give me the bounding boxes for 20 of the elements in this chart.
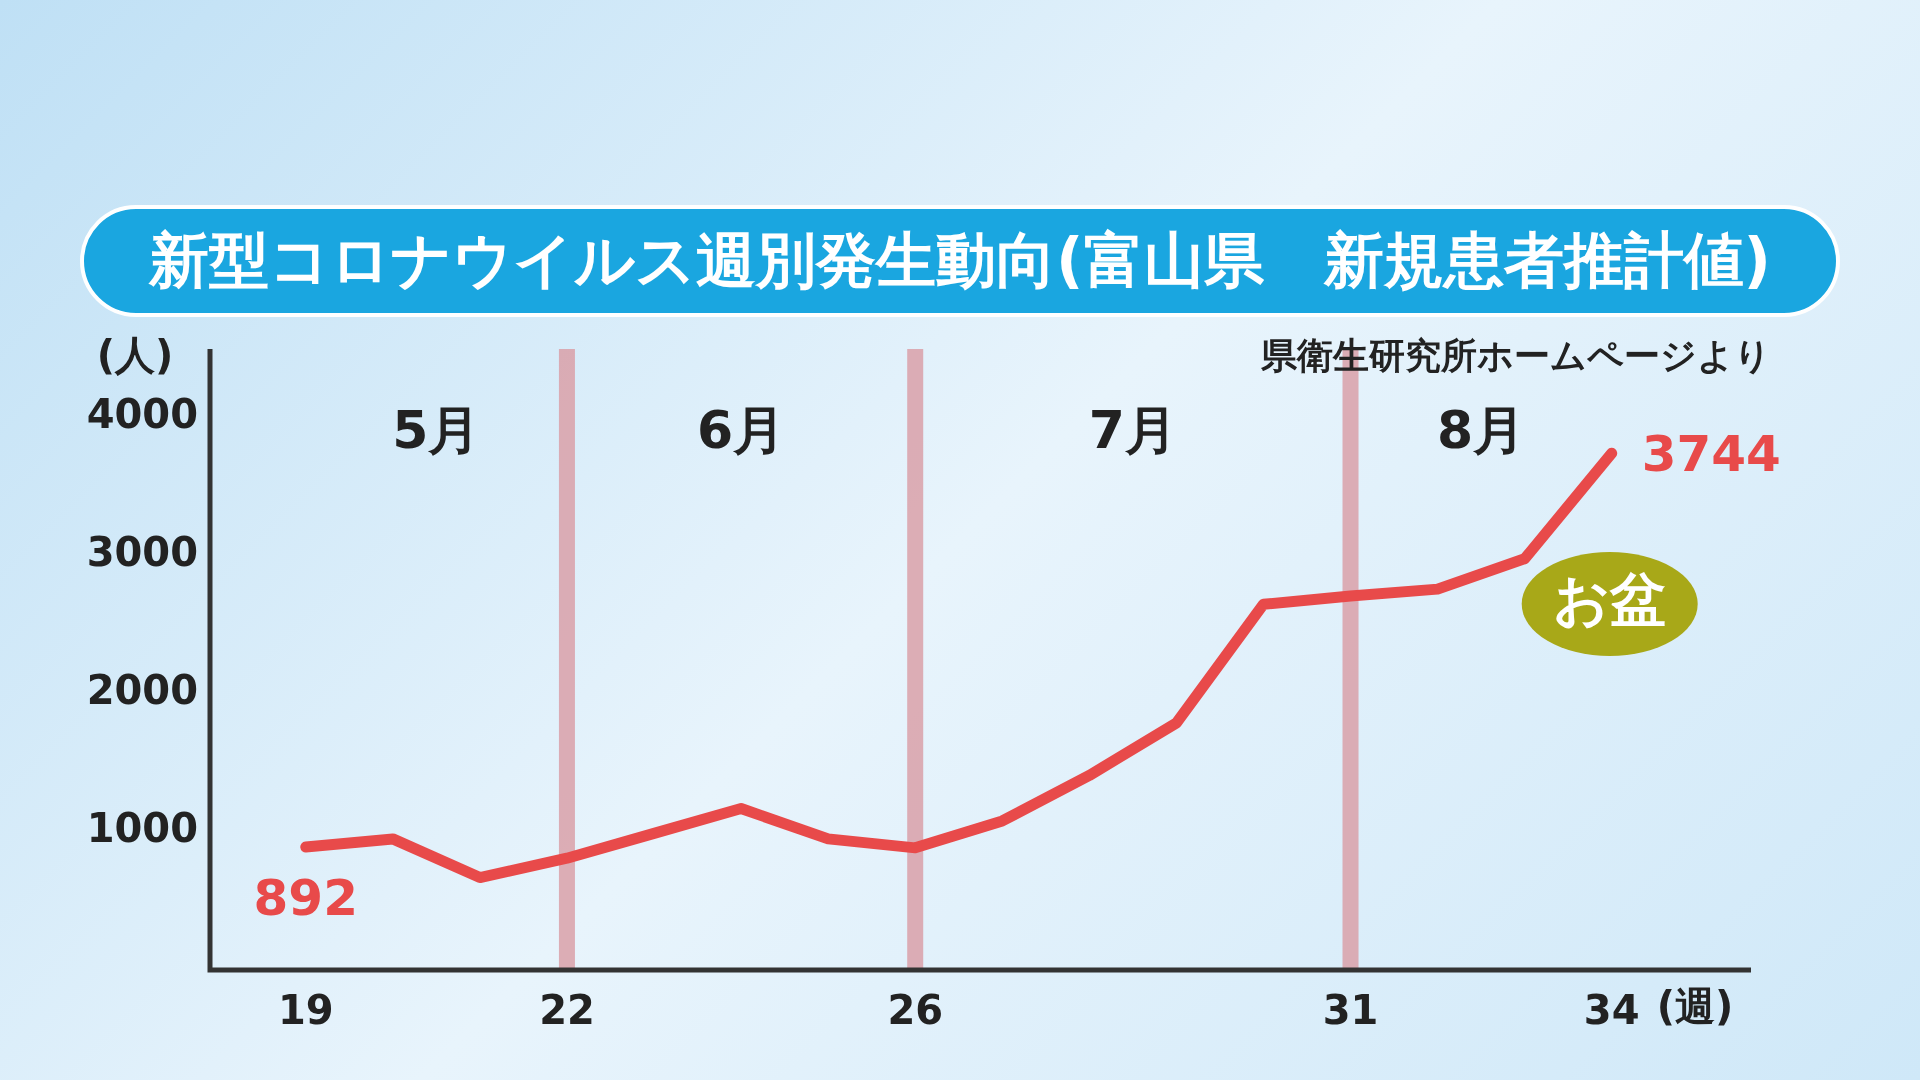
x-tick-label: 22 [539, 987, 595, 1034]
y-tick-label: 3000 [86, 529, 198, 576]
y-tick-label: 2000 [86, 667, 198, 714]
annotation: 6月 [696, 399, 786, 460]
chart-title: 新型コロナウイルス週別発生動向(富山県 新規患者推計値) [80, 205, 1840, 317]
y-tick-label: 1000 [86, 805, 198, 852]
data-label: 3744 [1641, 425, 1781, 484]
x-tick-label: 26 [887, 987, 944, 1034]
y-axis-title: (人) [96, 332, 174, 379]
annotation: 7月 [1088, 399, 1177, 460]
annotation: 県衛生研究所ホームページより [1260, 335, 1771, 377]
x-tick-label: 34 [1583, 987, 1640, 1034]
x-axis-title: (週) [1656, 983, 1734, 1030]
x-tick-label: 31 [1322, 987, 1379, 1034]
annotation: 8月 [1437, 399, 1526, 460]
annotation: お盆 [1553, 566, 1667, 632]
data-label: 892 [253, 868, 358, 927]
y-tick-label: 4000 [86, 391, 198, 438]
x-tick-label: 19 [277, 987, 334, 1034]
annotation: 5月 [392, 399, 481, 460]
